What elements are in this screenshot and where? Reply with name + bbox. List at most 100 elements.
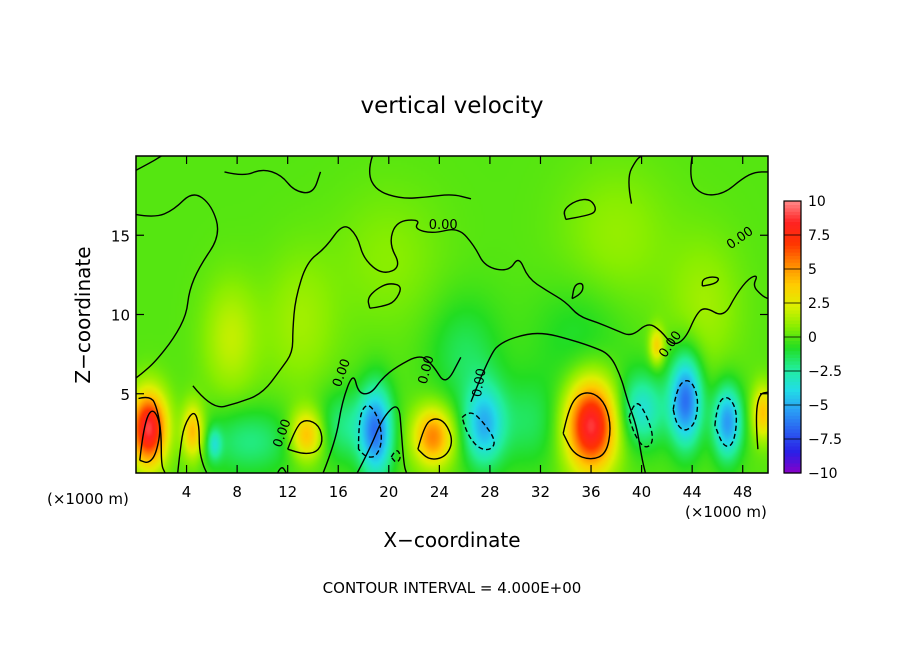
colorbar-segment-78: [784, 204, 801, 209]
colorbar-segment-46: [784, 313, 801, 318]
colorbar-segment-70: [784, 231, 801, 236]
x-tick-label-32: 32: [531, 483, 550, 501]
colorbar-segment-13: [784, 425, 801, 430]
colorbar-segment-33: [784, 357, 801, 362]
colorbar-segment-37: [784, 343, 801, 348]
contour-3: [368, 156, 472, 200]
colorbar-segment-39: [784, 337, 801, 341]
colorbar-segment-56: [784, 279, 801, 284]
colorbar-segment-68: [784, 238, 801, 243]
contour-lines: [136, 156, 768, 473]
contour-4: [192, 219, 768, 408]
x-tick-label-16: 16: [329, 483, 348, 501]
x-tick-label-28: 28: [480, 483, 499, 501]
contour-21: [571, 282, 584, 300]
x-axis-label: X−coordinate: [383, 528, 520, 552]
colorbar-segment-31: [784, 364, 801, 369]
chart-title: vertical velocity: [361, 93, 544, 119]
colorbar-segment-61: [784, 262, 801, 267]
colorbar-segment-57: [784, 275, 801, 280]
x-tick-label-36: 36: [581, 483, 600, 501]
colorbar-segment-40: [784, 333, 801, 338]
velocity-field: [136, 156, 768, 473]
colorbar-label-5: 5: [808, 262, 817, 278]
negative-contour-22: [357, 404, 383, 458]
colorbar-segment-12: [784, 428, 801, 433]
contour-8: [276, 467, 287, 473]
contour-9: [322, 356, 462, 473]
colorbar-segment-59: [784, 269, 801, 273]
colorbar-segment-20: [784, 401, 801, 406]
colorbar-segment-18: [784, 408, 801, 413]
colorbar-segment-32: [784, 360, 801, 365]
colorbar-segment-43: [784, 323, 801, 328]
colorbar-segment-47: [784, 309, 801, 314]
y-axis-label: Z−coordinate: [71, 246, 95, 383]
colorbar-segment-74: [784, 218, 801, 222]
colorbar-segment-8: [784, 442, 801, 447]
colorbar-segment-23: [784, 391, 801, 396]
contour-19: [563, 198, 596, 221]
colorbar-segment-26: [784, 381, 801, 386]
contour-0: [136, 194, 219, 379]
x-tick-label-48: 48: [733, 483, 752, 501]
colorbar-segment-10: [784, 435, 801, 440]
y-axis: 5 10 15: [111, 227, 768, 404]
colorbar-segment-42: [784, 326, 801, 331]
colorbar-segment-63: [784, 255, 801, 260]
x-tick-label-24: 24: [430, 483, 449, 501]
colorbar-segment-51: [784, 296, 801, 301]
colorbar-segment-19: [784, 405, 801, 409]
colorbar-segment-22: [784, 394, 801, 399]
negative-contour-26: [714, 396, 738, 447]
x-axis: 4 8 12 16 20 24 28 32 36 40 44 48: [182, 156, 752, 501]
x-unit-left: (×1000 m): [47, 490, 129, 508]
x-tick-label-8: 8: [232, 483, 242, 501]
colorbar-segment-15: [784, 418, 801, 423]
colorbar-segment-4: [784, 456, 801, 460]
colorbar-segment-36: [784, 347, 801, 352]
negative-contour-24: [628, 403, 654, 448]
contour-7: [287, 420, 323, 455]
contour-11: [356, 406, 408, 473]
colorbar-segment-6: [784, 449, 801, 454]
colorbar-segment-73: [784, 221, 801, 226]
colorbar-segment-0: [784, 469, 801, 474]
colorbar-segment-67: [784, 241, 801, 246]
colorbar-segment-35: [784, 350, 801, 355]
colorbar-segment-65: [784, 248, 801, 253]
x-tick-label-44: 44: [683, 483, 702, 501]
contour-12: [470, 332, 647, 473]
colorbar-label--10: −10: [808, 466, 838, 482]
colorbar-segment-62: [784, 258, 801, 263]
colorbar-segment-38: [784, 340, 801, 345]
colorbar-segment-77: [784, 207, 801, 212]
colorbar-segment-9: [784, 439, 801, 443]
colorbar-segment-24: [784, 388, 801, 392]
y-tick-label-10: 10: [111, 307, 130, 325]
contour-label-5: 0.00: [470, 367, 490, 398]
colorbar-segment-52: [784, 292, 801, 297]
colorbar-label-0: 0: [808, 330, 817, 346]
colorbar-segment-7: [784, 445, 801, 450]
colorbar: 10 7.5 5 2.5 0 −2.5 −5 −7.5 −10: [783, 194, 842, 482]
contour-label-4: 0.00: [416, 354, 438, 386]
colorbar-segment-69: [784, 235, 801, 239]
colorbar-segment-16: [784, 415, 801, 420]
colorbar-segment-60: [784, 265, 801, 270]
x-tick-label-20: 20: [379, 483, 398, 501]
colorbar-segment-3: [784, 459, 801, 464]
colorbar-segment-45: [784, 316, 801, 321]
x-tick-label-40: 40: [632, 483, 651, 501]
colorbar-segment-55: [784, 282, 801, 287]
colorbar-segment-75: [784, 214, 801, 219]
contour-10: [417, 418, 453, 460]
x-tick-label-12: 12: [278, 483, 297, 501]
contour-16: [367, 283, 401, 309]
colorbar-segment-28: [784, 374, 801, 379]
colorbar-segment-29: [784, 371, 801, 375]
contour-20: [701, 276, 720, 287]
colorbar-segment-79: [784, 201, 801, 205]
y-tick-label-5: 5: [120, 386, 130, 404]
colorbar-segment-11: [784, 432, 801, 437]
